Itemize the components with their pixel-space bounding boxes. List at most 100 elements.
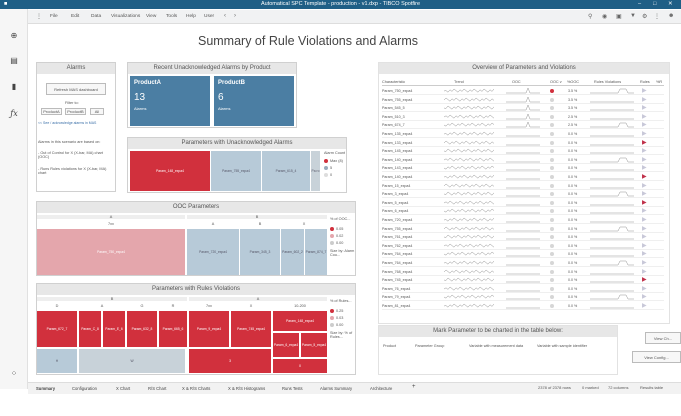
table-row[interactable]: Param_133_expa4 0.0 % ▶	[382, 139, 664, 147]
table-row[interactable]: Param_79_expa4 0.0 % ▶	[382, 293, 664, 302]
view-config-button[interactable]: View Config...	[632, 351, 681, 363]
rules-arrow-icon[interactable]: ▶	[642, 105, 647, 112]
recommendations-icon[interactable]: ◉	[602, 14, 608, 20]
filter-producta-button[interactable]: ProductA	[41, 108, 62, 115]
treemap-cell[interactable]: Param_632_8	[127, 311, 157, 347]
rules-arrow-icon[interactable]: ▶	[642, 156, 647, 163]
collaboration-icon[interactable]: ⁘	[10, 369, 18, 378]
menu-user[interactable]: User	[204, 14, 215, 19]
treemap-cell[interactable]: 3	[189, 349, 271, 373]
rules-arrow-icon[interactable]: ▶	[642, 148, 647, 155]
table-row[interactable]: Param_720_expa4 0.0 % ▶	[382, 216, 664, 224]
treemap-cell[interactable]: Param_720_expa4	[187, 229, 239, 275]
tab-runs-tests[interactable]: Runs Tests	[282, 386, 303, 391]
data-table-icon[interactable]: ▤	[10, 56, 18, 65]
rules-arrow-icon[interactable]: ▶	[642, 113, 647, 120]
rules-arrow-icon[interactable]: ▶	[642, 285, 647, 292]
column-header[interactable]: Characteristic	[382, 80, 406, 84]
treemap-cell[interactable]: Param_755_expa4	[211, 151, 261, 191]
table-row[interactable]: Param_81_expa4 0.0 % ▶	[382, 302, 664, 310]
treemap-cell[interactable]: Param_672_7	[37, 311, 77, 347]
column-header[interactable]: Variable with measurement data	[469, 344, 524, 348]
treemap-cell[interactable]: Param_6_expa4	[273, 333, 299, 357]
menu-view[interactable]: View	[146, 14, 157, 19]
product-tile-a[interactable]: ProductA 13 Alarms	[130, 76, 210, 126]
function-icon[interactable]: ƒx	[10, 109, 18, 118]
rules-arrow-icon[interactable]: ▶	[642, 174, 647, 180]
minimize-icon[interactable]: –	[638, 1, 642, 7]
column-header[interactable]: Trend	[454, 80, 464, 84]
table-row[interactable]: Param_764_expa4 0.0 % ▶	[382, 259, 664, 267]
column-header[interactable]: Rules Violations	[594, 80, 622, 84]
rules-arrow-icon[interactable]: ▶	[642, 96, 647, 103]
table-row[interactable]: Param_755_expa4 3.5 % ▶	[382, 96, 664, 104]
add-icon[interactable]: ⊕	[10, 31, 18, 40]
treemap-cell[interactable]: Param_5_expa4	[301, 333, 327, 357]
menu-tools[interactable]: Tools	[166, 14, 178, 19]
treemap-cell[interactable]: Param_148_expa4	[130, 151, 210, 191]
filter-icon[interactable]: ▼	[630, 13, 636, 19]
table-row[interactable]: Param_3_expa4 0.0 % ▶	[382, 190, 664, 199]
treemap-cell[interactable]: Param_874_7	[305, 229, 327, 275]
rules-arrow-icon[interactable]: ▶	[642, 88, 647, 94]
menu-file[interactable]: File	[50, 14, 58, 19]
rules-arrow-icon[interactable]: ▶	[642, 208, 647, 215]
tab-alarms-summary[interactable]: Alarms Summary	[320, 386, 353, 391]
treemap-cell[interactable]: H	[37, 349, 77, 373]
visualization-icon[interactable]: ▮	[11, 82, 17, 91]
rules-arrow-icon[interactable]: ▶	[642, 199, 647, 206]
back-icon[interactable]: ‹	[224, 13, 226, 19]
table-row[interactable]: Param_545_5 3.5 % ▶	[382, 104, 664, 113]
table-row[interactable]: Param_762_expa4 0.0 % ▶	[382, 242, 664, 250]
tab-x-rs-histograms[interactable]: X & R/S Histograms	[228, 386, 266, 391]
rules-arrow-icon[interactable]: ▶	[642, 242, 647, 249]
status-table[interactable]: Results table	[640, 385, 664, 390]
table-row[interactable]: Param_5_expa4 0.0 % ▶	[382, 199, 664, 207]
tab-x-rs-charts[interactable]: X & R/S Charts	[182, 386, 211, 391]
table-row[interactable]: Param_140_expa4 0.0 % ▶	[382, 173, 664, 181]
column-header[interactable]: Parameter Group	[415, 344, 445, 348]
column-header[interactable]: OOC	[512, 80, 521, 84]
column-header[interactable]: Product	[383, 344, 397, 348]
treemap-cell[interactable]: Param_750_expa4	[37, 229, 185, 275]
treemap-cell[interactable]: Param_745_expa4	[231, 311, 271, 347]
table-row[interactable]: Param_145_expa4 0.0 % ▶	[382, 147, 664, 156]
tab-summary[interactable]: Summary	[36, 386, 56, 391]
search-icon[interactable]: ⚲	[588, 14, 593, 20]
rules-arrow-icon[interactable]: ▶	[642, 303, 647, 309]
rules-arrow-icon[interactable]: ▶	[642, 122, 647, 129]
settings-icon[interactable]: ⚙	[642, 14, 648, 20]
table-row[interactable]: Param_135_expa4 0.0 % ▶	[382, 130, 664, 138]
table-row[interactable]: Param_755_expa4 0.0 % ▶	[382, 225, 664, 233]
column-header[interactable]: %OOC	[567, 80, 580, 84]
filter-all-button[interactable]: All	[90, 108, 104, 115]
table-row[interactable]: Param_745_expa4 0.0 % ▶	[382, 276, 664, 285]
table-row[interactable]: Param_674_7 2.5 % ▶	[382, 121, 664, 130]
treemap-cell[interactable]: X	[273, 359, 327, 373]
treemap-cell[interactable]: Pa ro	[311, 151, 320, 191]
table-row[interactable]: Param_140_expa4 0.0 % ▶	[382, 156, 664, 164]
rules-arrow-icon[interactable]: ▶	[642, 131, 647, 137]
column-header[interactable]: OOC v	[550, 80, 562, 84]
menu-visualizations[interactable]: Visualizations	[111, 14, 141, 19]
table-row[interactable]: Param_768_expa4 0.0 % ▶	[382, 268, 664, 276]
column-header[interactable]: Variable with sample identifier	[537, 344, 588, 348]
refresh-mas-button[interactable]: Refresh MAS dashboard	[46, 83, 106, 95]
rules-arrow-icon[interactable]: ▶	[642, 165, 647, 172]
treemap-cell[interactable]: W	[79, 349, 185, 373]
treemap-cell[interactable]: Param_C_8	[79, 311, 101, 347]
table-row[interactable]: Param_15_expa4 0.0 % ▶	[382, 182, 664, 190]
user-icon[interactable]: ☻	[668, 13, 675, 19]
filter-productb-button[interactable]: ProductB	[65, 108, 86, 115]
treemap-cell[interactable]: Param_345_3	[240, 229, 280, 275]
rules-arrow-icon[interactable]: ▶	[642, 191, 647, 198]
treemap-cell[interactable]: Param_615_4	[262, 151, 310, 191]
more-icon[interactable]: ⋮	[654, 14, 660, 20]
treemap-cell[interactable]: Param_665_6	[159, 311, 187, 347]
column-header[interactable]: Rules	[640, 80, 650, 84]
rules-arrow-icon[interactable]: ▶	[642, 225, 647, 232]
see-alarms-link[interactable]: << See / acknowledge alarms in MAS	[38, 121, 97, 125]
forward-icon[interactable]: ›	[234, 13, 236, 19]
rules-arrow-icon[interactable]: ▶	[642, 234, 647, 241]
maximize-icon[interactable]: □	[653, 1, 657, 7]
